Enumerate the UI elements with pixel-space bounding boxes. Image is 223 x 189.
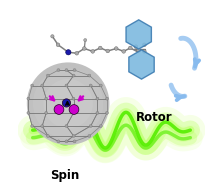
Circle shape bbox=[41, 125, 44, 128]
Circle shape bbox=[69, 105, 79, 114]
Circle shape bbox=[43, 79, 93, 129]
Text: Rotor: Rotor bbox=[136, 111, 173, 124]
Circle shape bbox=[65, 84, 68, 87]
Text: Spin: Spin bbox=[50, 169, 79, 182]
Circle shape bbox=[45, 111, 48, 114]
Circle shape bbox=[27, 111, 30, 114]
Circle shape bbox=[105, 97, 109, 100]
Circle shape bbox=[31, 84, 34, 87]
Circle shape bbox=[72, 134, 75, 137]
Circle shape bbox=[96, 111, 99, 114]
Circle shape bbox=[46, 134, 50, 137]
Circle shape bbox=[66, 50, 71, 55]
Circle shape bbox=[137, 49, 140, 52]
Circle shape bbox=[46, 74, 50, 77]
Circle shape bbox=[98, 46, 102, 50]
Circle shape bbox=[142, 50, 146, 53]
Circle shape bbox=[65, 125, 68, 128]
Circle shape bbox=[96, 97, 99, 100]
Circle shape bbox=[73, 69, 76, 72]
Circle shape bbox=[57, 69, 60, 72]
Polygon shape bbox=[126, 20, 151, 49]
Circle shape bbox=[89, 125, 92, 128]
Circle shape bbox=[83, 47, 86, 50]
Circle shape bbox=[73, 140, 76, 143]
Circle shape bbox=[88, 134, 91, 137]
Circle shape bbox=[72, 111, 75, 114]
Circle shape bbox=[91, 50, 95, 53]
Circle shape bbox=[54, 105, 64, 114]
Circle shape bbox=[62, 99, 71, 107]
Circle shape bbox=[27, 62, 109, 145]
Circle shape bbox=[72, 74, 75, 77]
Circle shape bbox=[51, 35, 54, 38]
Circle shape bbox=[65, 69, 68, 72]
Circle shape bbox=[142, 43, 146, 47]
Circle shape bbox=[75, 51, 79, 55]
Circle shape bbox=[89, 84, 92, 87]
Circle shape bbox=[105, 111, 109, 114]
Circle shape bbox=[41, 84, 44, 87]
Circle shape bbox=[45, 97, 48, 100]
Circle shape bbox=[31, 125, 34, 128]
Circle shape bbox=[114, 47, 118, 50]
Circle shape bbox=[33, 69, 103, 139]
Circle shape bbox=[122, 50, 126, 53]
Circle shape bbox=[106, 49, 110, 53]
Circle shape bbox=[65, 140, 68, 143]
Circle shape bbox=[84, 39, 87, 42]
Circle shape bbox=[134, 45, 138, 49]
Circle shape bbox=[27, 97, 30, 100]
Circle shape bbox=[57, 140, 60, 143]
Circle shape bbox=[56, 43, 60, 47]
Circle shape bbox=[72, 97, 75, 100]
Circle shape bbox=[88, 74, 91, 77]
Circle shape bbox=[99, 84, 102, 87]
Circle shape bbox=[99, 125, 102, 128]
Polygon shape bbox=[129, 50, 154, 79]
Circle shape bbox=[128, 46, 132, 50]
